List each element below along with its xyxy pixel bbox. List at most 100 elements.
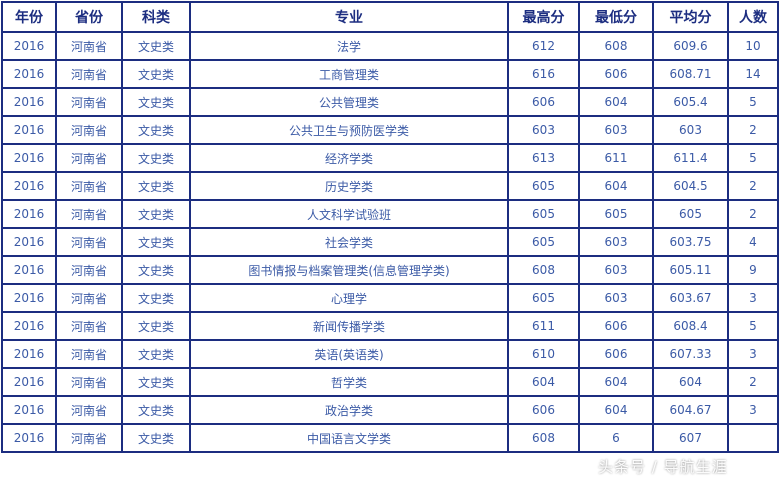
cell-major: 英语(英语类) (189, 339, 509, 369)
cell-min-score: 605 (578, 199, 654, 229)
cell-max-score: 611 (507, 311, 580, 341)
cell-major: 图书情报与档案管理类(信息管理学类) (189, 255, 509, 285)
cell-min-score: 606 (578, 59, 654, 89)
cell-min-score: 604 (578, 87, 654, 117)
cell-max-score: 605 (507, 171, 580, 201)
cell-avg-score: 608.71 (652, 59, 729, 89)
cell-category: 文史类 (121, 115, 191, 145)
cell-max-score: 605 (507, 199, 580, 229)
cell-count: 5 (727, 311, 779, 341)
cell-major: 人文科学试验班 (189, 199, 509, 229)
cell-max-score: 603 (507, 115, 580, 145)
table-row: 2016 河南省 文史类 公共卫生与预防医学类 603 603 603 2 (1, 115, 779, 145)
header-max-score: 最高分 (507, 1, 580, 33)
cell-year: 2016 (1, 395, 57, 425)
cell-year: 2016 (1, 199, 57, 229)
table-row: 2016 河南省 文史类 政治学类 606 604 604.67 3 (1, 395, 779, 425)
header-major: 专业 (189, 1, 509, 33)
cell-category: 文史类 (121, 199, 191, 229)
header-count: 人数 (727, 1, 779, 33)
cell-category: 文史类 (121, 311, 191, 341)
cell-category: 文史类 (121, 87, 191, 117)
cell-category: 文史类 (121, 59, 191, 89)
cell-min-score: 6 (578, 423, 654, 453)
table-row: 2016 河南省 文史类 工商管理类 616 606 608.71 14 (1, 59, 779, 89)
cell-major: 中国语言文学类 (189, 423, 509, 453)
cell-major: 公共卫生与预防医学类 (189, 115, 509, 145)
table-row: 2016 河南省 文史类 哲学类 604 604 604 2 (1, 367, 779, 397)
cell-count: 2 (727, 199, 779, 229)
cell-province: 河南省 (55, 311, 123, 341)
watermark: 头条号 / 导航生涯 (598, 458, 728, 476)
cell-count: 2 (727, 367, 779, 397)
cell-count: 3 (727, 395, 779, 425)
cell-count: 3 (727, 339, 779, 369)
admission-scores-table: 年份 省份 科类 专业 最高分 最低分 平均分 人数 2016 河南省 文史类 法学 612 608 60… (1, 1, 779, 453)
cell-avg-score: 604 (652, 367, 729, 397)
cell-year: 2016 (1, 283, 57, 313)
table-row: 2016 河南省 文史类 人文科学试验班 605 605 605 2 (1, 199, 779, 229)
cell-min-score: 606 (578, 311, 654, 341)
cell-major: 社会学类 (189, 227, 509, 257)
cell-major: 法学 (189, 31, 509, 61)
cell-category: 文史类 (121, 367, 191, 397)
cell-avg-score: 607.33 (652, 339, 729, 369)
cell-max-score: 606 (507, 87, 580, 117)
cell-year: 2016 (1, 31, 57, 61)
header-avg-score: 平均分 (652, 1, 729, 33)
cell-year: 2016 (1, 59, 57, 89)
cell-min-score: 604 (578, 395, 654, 425)
table-row: 2016 河南省 文史类 中国语言文学类 608 6 607 (1, 423, 779, 453)
cell-category: 文史类 (121, 423, 191, 453)
cell-major: 公共管理类 (189, 87, 509, 117)
cell-province: 河南省 (55, 59, 123, 89)
cell-province: 河南省 (55, 395, 123, 425)
table-row: 2016 河南省 文史类 新闻传播学类 611 606 608.4 5 (1, 311, 779, 341)
cell-count: 2 (727, 171, 779, 201)
cell-year: 2016 (1, 227, 57, 257)
cell-province: 河南省 (55, 255, 123, 285)
cell-province: 河南省 (55, 143, 123, 173)
table-row: 2016 河南省 文史类 法学 612 608 609.6 10 (1, 31, 779, 61)
cell-year: 2016 (1, 255, 57, 285)
cell-province: 河南省 (55, 227, 123, 257)
cell-max-score: 605 (507, 227, 580, 257)
cell-category: 文史类 (121, 283, 191, 313)
header-year: 年份 (1, 1, 57, 33)
cell-avg-score: 603 (652, 115, 729, 145)
table-row: 2016 河南省 文史类 历史学类 605 604 604.5 2 (1, 171, 779, 201)
cell-category: 文史类 (121, 143, 191, 173)
table-row: 2016 河南省 文史类 公共管理类 606 604 605.4 5 (1, 87, 779, 117)
cell-category: 文史类 (121, 227, 191, 257)
cell-province: 河南省 (55, 339, 123, 369)
table-row: 2016 河南省 文史类 社会学类 605 603 603.75 4 (1, 227, 779, 257)
cell-year: 2016 (1, 339, 57, 369)
cell-province: 河南省 (55, 423, 123, 453)
cell-min-score: 604 (578, 367, 654, 397)
cell-min-score: 604 (578, 171, 654, 201)
cell-category: 文史类 (121, 395, 191, 425)
cell-category: 文史类 (121, 31, 191, 61)
cell-province: 河南省 (55, 367, 123, 397)
cell-max-score: 613 (507, 143, 580, 173)
cell-province: 河南省 (55, 87, 123, 117)
cell-min-score: 611 (578, 143, 654, 173)
cell-province: 河南省 (55, 115, 123, 145)
header-row: 年份 省份 科类 专业 最高分 最低分 平均分 人数 (1, 1, 779, 33)
cell-year: 2016 (1, 311, 57, 341)
cell-category: 文史类 (121, 255, 191, 285)
cell-major: 经济学类 (189, 143, 509, 173)
cell-category: 文史类 (121, 171, 191, 201)
cell-province: 河南省 (55, 199, 123, 229)
cell-min-score: 603 (578, 283, 654, 313)
cell-avg-score: 603.75 (652, 227, 729, 257)
cell-min-score: 603 (578, 227, 654, 257)
table-row: 2016 河南省 文史类 英语(英语类) 610 606 607.33 3 (1, 339, 779, 369)
cell-year: 2016 (1, 423, 57, 453)
cell-year: 2016 (1, 143, 57, 173)
header-min-score: 最低分 (578, 1, 654, 33)
cell-major: 心理学 (189, 283, 509, 313)
cell-max-score: 606 (507, 395, 580, 425)
cell-major: 工商管理类 (189, 59, 509, 89)
cell-province: 河南省 (55, 31, 123, 61)
